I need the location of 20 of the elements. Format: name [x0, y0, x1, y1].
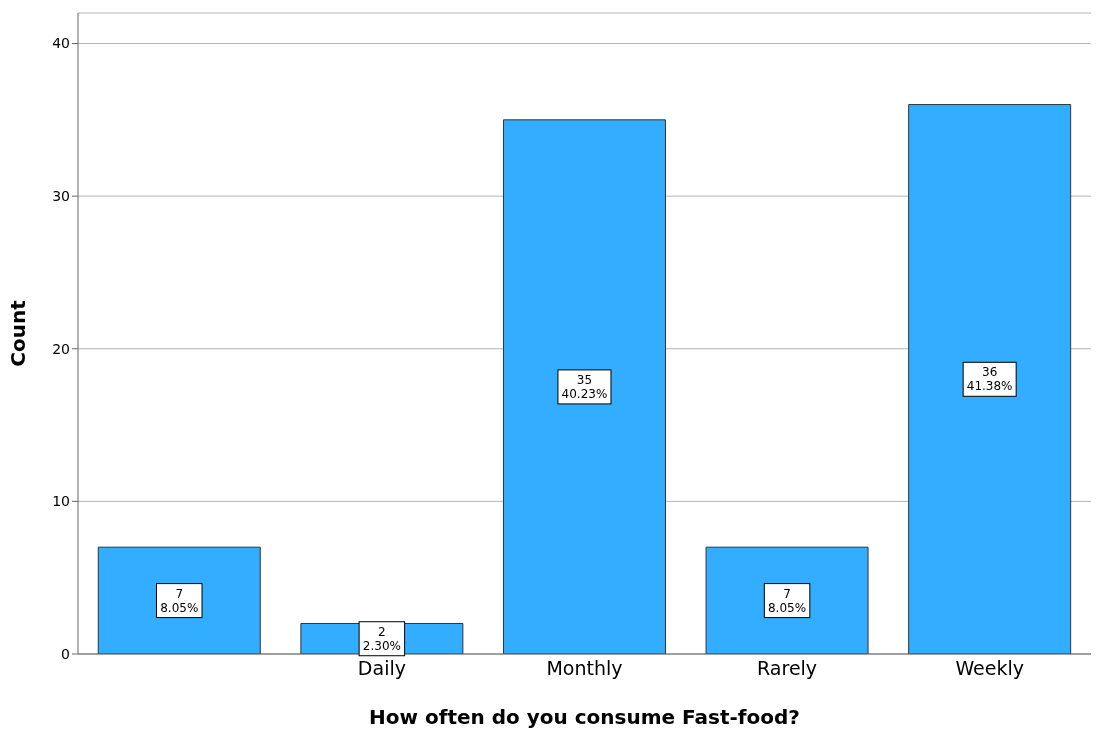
x-tick-label: Daily	[357, 657, 406, 680]
y-tick-label: 20	[52, 340, 70, 357]
x-tick-label: Rarely	[757, 657, 818, 680]
y-axis-title: Count	[6, 299, 31, 367]
bar	[705, 546, 869, 654]
bar	[908, 104, 1072, 654]
data-label: 36 41.38%	[966, 365, 1013, 394]
data-label: 7 8.05%	[768, 586, 807, 615]
y-tick-label: 10	[52, 493, 70, 510]
x-tick-label: Weekly	[955, 657, 1024, 680]
data-label: 35 40.23%	[561, 372, 608, 401]
data-label: 7 8.05%	[160, 586, 199, 615]
x-tick-label: Monthly	[546, 657, 623, 680]
x-axis-title: How often do you consume Fast-food?	[369, 705, 800, 729]
y-tick-label: 0	[61, 645, 70, 662]
data-label: 2 2.30%	[362, 624, 401, 653]
y-tick-label: 40	[52, 35, 70, 52]
bar	[97, 546, 261, 654]
bar	[502, 119, 666, 654]
y-tick-label: 30	[52, 188, 70, 205]
